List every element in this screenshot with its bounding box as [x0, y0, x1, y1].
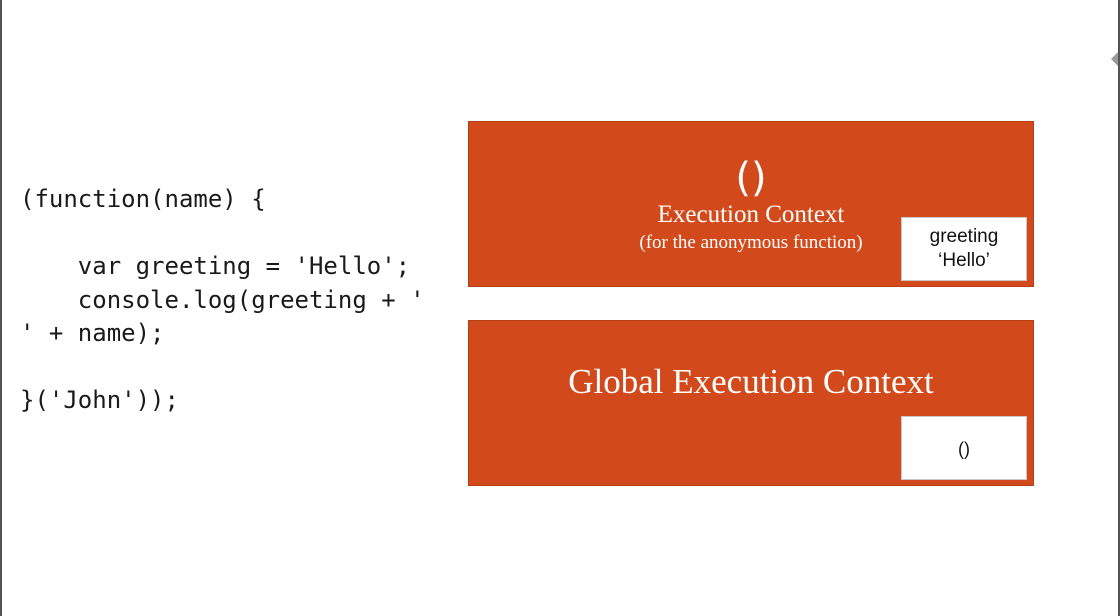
code-line: [20, 351, 425, 385]
code-line: }('John'));: [20, 386, 179, 414]
code-line: (function(name) {: [20, 185, 266, 213]
global-variable-box: (): [901, 416, 1027, 480]
code-line: [20, 217, 425, 251]
function-context-subtitle: (for the anonymous function): [639, 232, 863, 253]
function-symbol: (): [735, 155, 767, 201]
code-block: (function(name) { var greeting = 'Hello'…: [20, 183, 425, 418]
code-line: var greeting = 'Hello';: [20, 252, 411, 280]
variable-value: ‘Hello’: [938, 250, 990, 271]
global-context-title: Global Execution Context: [568, 362, 934, 401]
slide-nav-arrow-icon[interactable]: [1111, 52, 1118, 66]
global-variable-value: (): [958, 439, 970, 459]
code-line: console.log(greeting + ': [20, 285, 425, 314]
variable-name: greeting: [929, 226, 999, 247]
function-execution-context: () Execution Context (for the anonymous …: [468, 121, 1034, 287]
function-variable-box: greeting ‘Hello’: [901, 217, 1027, 281]
code-line: ' + name);: [20, 319, 165, 347]
function-context-title: Execution Context: [657, 201, 845, 228]
global-execution-context: Global Execution Context (): [468, 320, 1034, 486]
